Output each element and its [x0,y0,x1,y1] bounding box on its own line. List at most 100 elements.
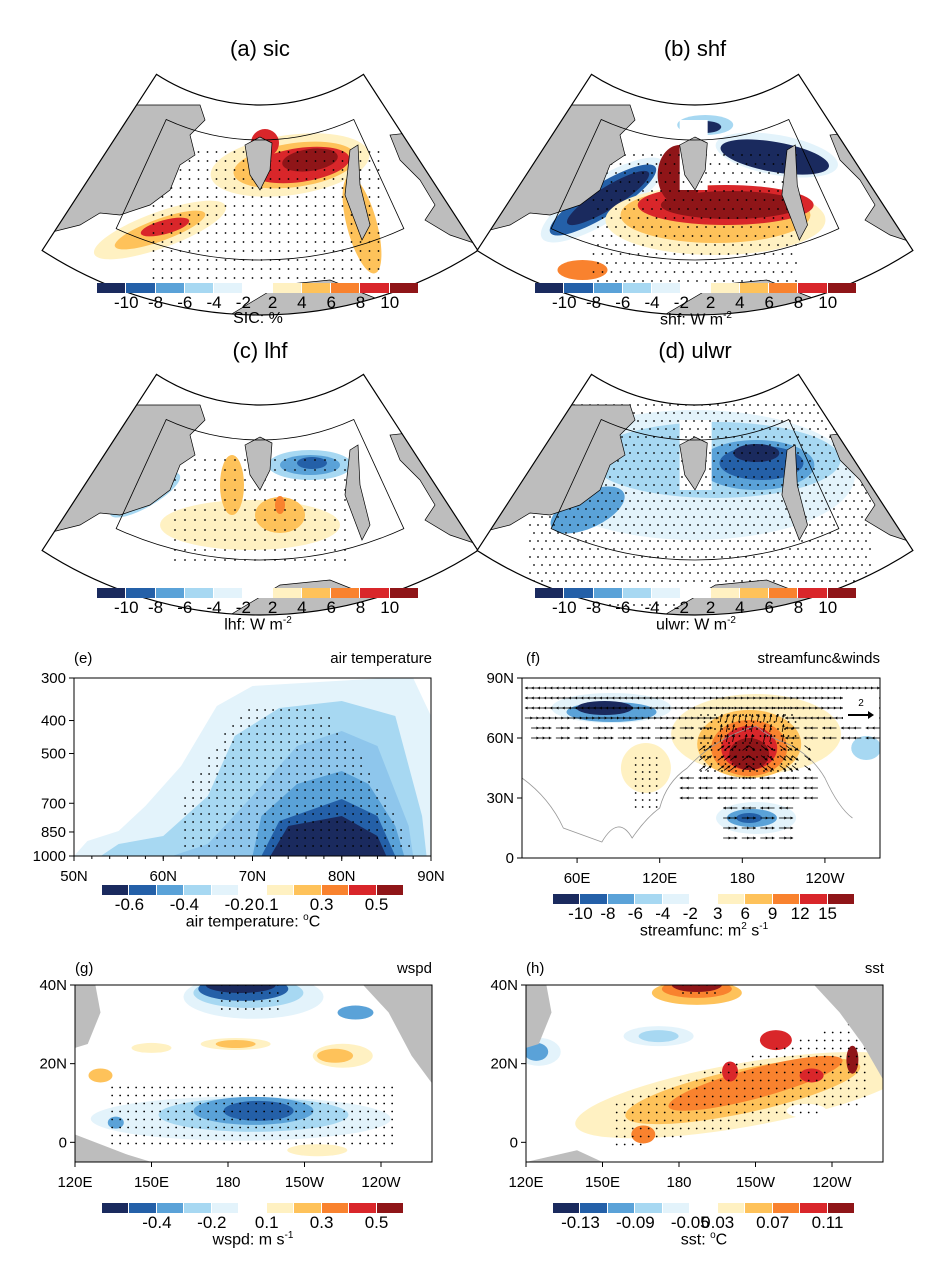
stipple-dot [216,773,219,775]
stipple-dot [696,262,698,264]
stipple-dot [642,262,644,264]
positive-anomaly [255,497,305,533]
stipple-dot [669,564,671,566]
stipple-dot [199,1118,202,1121]
stipple-dot [159,1126,162,1129]
stipple-dot [619,235,622,237]
stipple-dot [533,452,535,454]
stipple-dot [391,1126,394,1129]
stipple-dot [533,436,535,438]
wind-vector-head [555,696,559,700]
stipple-dot [256,741,258,743]
stipple-dot [314,479,316,481]
stipple-dot [334,549,336,551]
stipple-dot [717,452,719,454]
stipple-dot [224,529,226,531]
stipple-dot [717,500,719,502]
stipple-dot [691,217,694,219]
stipple-dot [264,717,266,719]
stipple-dot [661,420,663,422]
stipple-dot [781,271,784,273]
stipple-dot [753,524,755,526]
stipple-dot [763,235,766,237]
stipple-dot [613,548,615,550]
stipple-dot [815,1095,818,1098]
stipple-dot [314,169,317,171]
stipple-dot [647,1111,650,1114]
stipple-dot [689,556,691,558]
stipple-dot [869,548,871,550]
stipple-dot [725,452,727,454]
stipple-dot [328,765,330,767]
stipple-dot [296,709,298,711]
stipple-dot [707,770,709,772]
stipple-dot [384,829,386,831]
stipple-dot [637,580,639,582]
stipple-dot [732,154,734,156]
stipple-dot [336,805,338,807]
colorbar-g: -0.4 -0.2 0.1 0.3 0.5 wspd: m s-1 [102,1203,404,1251]
stipple-dot [577,524,579,526]
stipple-dot [743,1095,746,1098]
stipple-dot [751,1103,754,1106]
stipple-dot [208,773,211,775]
stipple-dot [669,532,671,534]
stipple-dot [214,469,216,471]
stipple-dot [825,476,827,478]
stipple-dot [738,707,741,709]
stipple-dot [736,235,739,237]
wind-vector-head [655,706,658,710]
stipple-dot [641,792,644,794]
stipple-dot [240,733,243,735]
stipple-dot [368,187,371,189]
stipple-dot [314,232,317,234]
stipple-dot [573,580,575,582]
wind-vector-head [729,776,732,780]
stipple-dot [647,1119,650,1122]
stipple-dot [242,196,245,198]
stipple-dot [256,773,258,775]
stipple-dot [320,845,322,847]
stipple-dot [335,1086,338,1089]
stipple-dot [741,452,743,454]
stipple-dot [288,717,290,719]
colorbar-swatch [710,283,740,293]
stipple-dot [565,548,567,550]
stipple-dot [609,572,611,574]
stipple-dot [731,707,734,709]
stipple-dot [673,181,676,183]
stipple-dot [248,749,251,751]
stipple-dot [769,508,771,510]
stipple-dot [215,151,218,153]
stipple-dot [841,572,843,574]
stipple-dot [736,217,739,219]
stipple-dot [829,516,831,518]
stipple-dot [765,500,767,502]
stipple-dot [847,1087,850,1090]
stipple-dot [242,151,245,153]
stipple-dot [304,813,306,815]
stipple-dot [242,205,245,207]
stipple-dot [206,241,209,243]
stipple-dot [677,420,679,422]
stipple-dot [733,580,735,582]
stipple-dot [311,1102,314,1105]
stipple-dot [294,459,296,461]
stipple-dot [191,1142,194,1145]
stipple-dot [727,199,730,201]
stipple-dot [809,492,811,494]
stipple-dot [831,1103,834,1106]
stipple-dot [336,821,338,823]
stipple-dot [711,1095,714,1098]
stipple-dot [648,764,651,766]
stipple-dot [813,436,815,438]
panel-f: (f) streamfunc&winds 2 60E 120E 180 120W 0 30N… [470,645,936,945]
stipple-dot [645,484,647,486]
stipple-dot [857,508,859,510]
stipple-dot [673,271,676,273]
stipple-dot [341,241,344,243]
stipple-dot [161,268,164,270]
stipple-dot [613,468,615,470]
stipple-dot [314,529,316,531]
